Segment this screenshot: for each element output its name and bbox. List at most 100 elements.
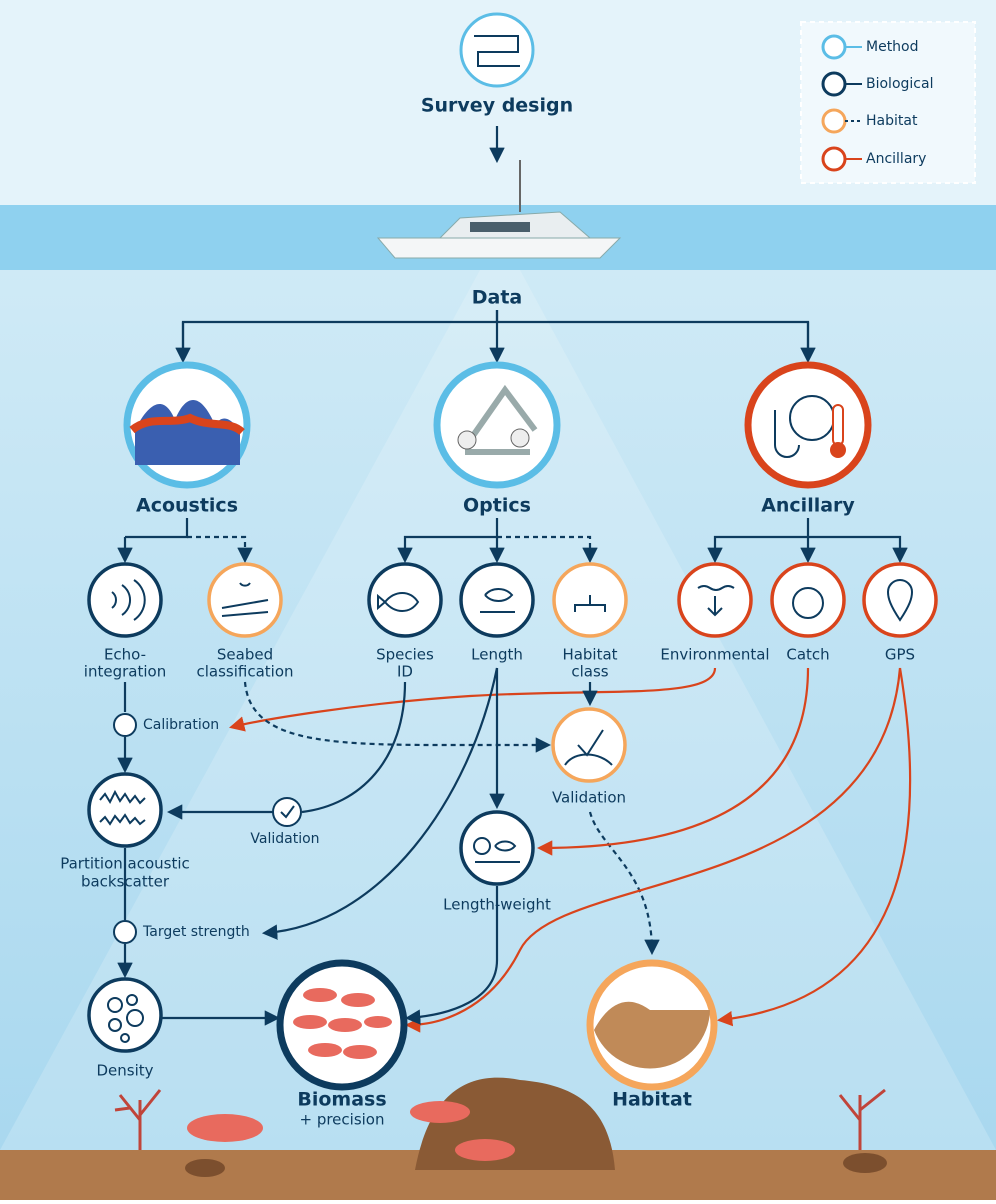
fish	[187, 1114, 263, 1142]
hook	[774, 410, 800, 458]
echogram-line	[129, 413, 245, 436]
node-label: Catch	[786, 646, 829, 664]
hull	[376, 237, 622, 259]
boat	[376, 160, 622, 259]
survey-glyph	[474, 35, 520, 67]
node-label: Habitat	[562, 646, 617, 664]
node	[862, 562, 938, 638]
node-label: Target strength	[142, 924, 250, 940]
node-label: ID	[397, 663, 413, 681]
legend-label: Habitat	[866, 113, 918, 129]
legend-label: Ancillary	[866, 151, 926, 167]
node-label: + precision	[299, 1111, 384, 1129]
node-label: Habitat	[612, 1089, 692, 1111]
windows	[470, 222, 530, 232]
habitat-scene	[594, 1001, 710, 1069]
camera	[457, 430, 477, 450]
fish	[410, 1101, 470, 1123]
legend-swatch	[821, 108, 847, 134]
glyph	[480, 588, 515, 613]
node	[207, 562, 283, 638]
node-label: Seabed	[217, 646, 273, 664]
legend-swatch	[821, 34, 847, 60]
node	[87, 977, 163, 1053]
glyph	[111, 579, 146, 621]
glyph	[574, 595, 606, 612]
node-label: Length-weight	[443, 896, 551, 914]
fish-school	[293, 988, 392, 1059]
camera	[510, 428, 530, 448]
node-label: Optics	[463, 495, 531, 517]
thermometer-bulb	[830, 442, 846, 458]
node-label: Acoustics	[136, 495, 238, 517]
legend-swatch	[821, 71, 847, 97]
edge	[707, 518, 810, 564]
glyph	[475, 840, 520, 863]
glyph	[280, 805, 295, 819]
edge	[716, 667, 912, 1027]
legend: Method Biological Habitat Ancillary	[800, 21, 976, 184]
echogram	[135, 400, 240, 465]
edge	[588, 811, 660, 956]
edge	[404, 886, 499, 1025]
glyph	[221, 582, 269, 617]
node-label: Validation	[552, 789, 626, 807]
node-label: Species	[376, 646, 434, 664]
node-label: Ancillary	[761, 495, 855, 517]
level-2	[87, 562, 938, 638]
small-node	[113, 713, 137, 737]
glyph	[377, 592, 420, 612]
pebble	[185, 1159, 225, 1177]
node-label: Partition acoustic	[60, 855, 190, 873]
legend-label: Biological	[866, 76, 933, 92]
node-label: class	[571, 663, 608, 681]
pebble	[843, 1153, 887, 1173]
coral	[838, 1088, 886, 1150]
edge	[397, 518, 499, 564]
survey-icon	[459, 12, 535, 88]
node-label: Length	[471, 646, 523, 664]
glyph	[697, 585, 735, 617]
method-node	[744, 361, 872, 489]
method-node	[433, 361, 561, 489]
node-label: Environmental	[660, 646, 769, 664]
glyph	[473, 837, 491, 855]
edge	[404, 667, 902, 1033]
node	[367, 562, 443, 638]
node-label: classification	[196, 663, 293, 681]
bubbles	[107, 994, 144, 1043]
node-label: backscatter	[81, 873, 170, 891]
node-label: GPS	[885, 646, 915, 664]
node-label: integration	[84, 663, 166, 681]
node-label: Data	[472, 287, 523, 309]
glyph	[886, 579, 914, 622]
node	[87, 772, 163, 848]
small-node	[113, 920, 137, 944]
legend-label: Method	[866, 39, 919, 55]
edge	[243, 681, 552, 753]
glyph	[792, 587, 824, 619]
node-label: Biomass	[297, 1089, 386, 1111]
edge	[301, 681, 407, 814]
legend-swatch	[821, 146, 847, 172]
edge	[536, 667, 810, 856]
node-label: Echo-	[104, 646, 146, 664]
small-node	[272, 797, 302, 827]
glyph	[564, 729, 613, 766]
coral	[114, 1089, 162, 1150]
node-label: Calibration	[143, 717, 219, 733]
fish	[455, 1139, 515, 1161]
node-label: Survey design	[421, 95, 573, 117]
edge	[229, 667, 717, 732]
edge	[808, 535, 908, 564]
node	[551, 707, 627, 783]
glyph	[99, 789, 146, 826]
edge	[261, 667, 499, 940]
camera-frame	[465, 384, 538, 455]
thermometer	[832, 404, 844, 446]
node	[87, 562, 163, 638]
node	[770, 562, 846, 638]
edge	[187, 535, 253, 564]
node-label: Validation	[250, 831, 319, 847]
